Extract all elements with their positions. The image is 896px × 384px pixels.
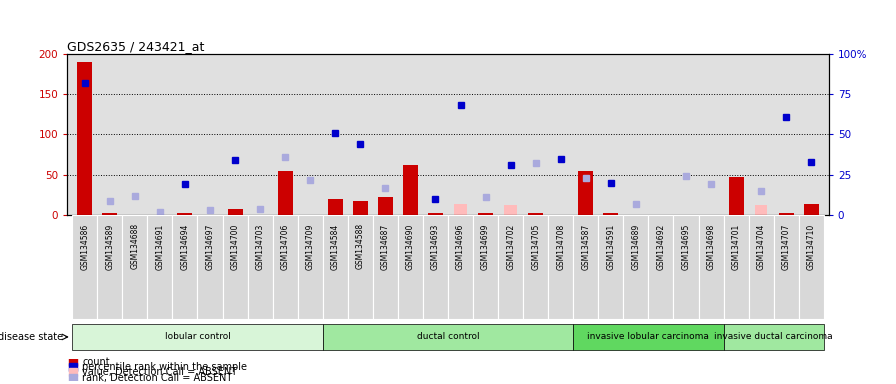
FancyBboxPatch shape: [172, 215, 197, 319]
Text: GSM134591: GSM134591: [607, 223, 616, 270]
FancyBboxPatch shape: [222, 215, 247, 319]
Bar: [504, 205, 517, 215]
FancyBboxPatch shape: [523, 215, 548, 319]
Bar: [779, 213, 794, 215]
FancyBboxPatch shape: [624, 215, 649, 319]
FancyBboxPatch shape: [798, 215, 823, 319]
Bar: [328, 199, 343, 215]
FancyBboxPatch shape: [123, 215, 147, 319]
Text: GSM134586: GSM134586: [81, 223, 90, 270]
Bar: [353, 201, 368, 215]
Text: disease state: disease state: [0, 332, 63, 342]
Text: GSM134588: GSM134588: [356, 223, 365, 270]
FancyBboxPatch shape: [498, 215, 523, 319]
Bar: [279, 205, 291, 215]
FancyBboxPatch shape: [348, 215, 373, 319]
Text: GSM134700: GSM134700: [230, 223, 239, 270]
Bar: [403, 165, 418, 215]
FancyBboxPatch shape: [749, 215, 773, 319]
Text: GSM134690: GSM134690: [406, 223, 415, 270]
Text: GSM134709: GSM134709: [306, 223, 314, 270]
Text: GSM134589: GSM134589: [106, 223, 115, 270]
FancyBboxPatch shape: [724, 215, 749, 319]
FancyBboxPatch shape: [724, 324, 823, 350]
Text: GSM134696: GSM134696: [456, 223, 465, 270]
FancyBboxPatch shape: [247, 215, 272, 319]
Bar: [578, 170, 593, 215]
Text: rank, Detection Call = ABSENT: rank, Detection Call = ABSENT: [82, 372, 233, 382]
FancyBboxPatch shape: [423, 215, 448, 319]
Text: GSM134693: GSM134693: [431, 223, 440, 270]
Text: GSM134694: GSM134694: [180, 223, 189, 270]
Bar: [478, 213, 493, 215]
Text: GSM134705: GSM134705: [531, 223, 540, 270]
FancyBboxPatch shape: [373, 215, 398, 319]
Text: GSM134698: GSM134698: [707, 223, 716, 270]
Text: GSM134703: GSM134703: [255, 223, 264, 270]
Text: ductal control: ductal control: [417, 333, 479, 341]
Text: GSM134702: GSM134702: [506, 223, 515, 270]
FancyBboxPatch shape: [323, 324, 573, 350]
Text: count: count: [82, 357, 110, 367]
Text: GSM134687: GSM134687: [381, 223, 390, 270]
FancyBboxPatch shape: [323, 215, 348, 319]
Bar: [454, 204, 467, 215]
Text: GSM134699: GSM134699: [481, 223, 490, 270]
Text: GSM134689: GSM134689: [632, 223, 641, 270]
FancyBboxPatch shape: [398, 215, 423, 319]
Text: GSM134584: GSM134584: [331, 223, 340, 270]
Text: GSM134707: GSM134707: [781, 223, 790, 270]
Text: percentile rank within the sample: percentile rank within the sample: [82, 362, 247, 372]
Bar: [177, 213, 193, 215]
Bar: [102, 213, 117, 215]
FancyBboxPatch shape: [272, 215, 297, 319]
FancyBboxPatch shape: [674, 215, 699, 319]
FancyBboxPatch shape: [699, 215, 724, 319]
Text: invasive lobular carcinoma: invasive lobular carcinoma: [588, 333, 710, 341]
Text: value, Detection Call = ABSENT: value, Detection Call = ABSENT: [82, 367, 237, 377]
Text: GSM134587: GSM134587: [582, 223, 590, 270]
FancyBboxPatch shape: [573, 215, 599, 319]
Bar: [278, 170, 293, 215]
Text: GSM134688: GSM134688: [130, 223, 140, 270]
Bar: [228, 209, 243, 215]
FancyBboxPatch shape: [147, 215, 172, 319]
FancyBboxPatch shape: [448, 215, 473, 319]
Text: GSM134704: GSM134704: [756, 223, 766, 270]
Bar: [755, 205, 767, 215]
FancyBboxPatch shape: [98, 215, 123, 319]
FancyBboxPatch shape: [73, 324, 323, 350]
FancyBboxPatch shape: [73, 215, 98, 319]
Bar: [428, 213, 443, 215]
Bar: [528, 213, 543, 215]
FancyBboxPatch shape: [297, 215, 323, 319]
FancyBboxPatch shape: [573, 324, 724, 350]
Text: GSM134710: GSM134710: [806, 223, 815, 270]
Text: GSM134701: GSM134701: [732, 223, 741, 270]
Text: GSM134708: GSM134708: [556, 223, 565, 270]
Text: invasive ductal carcinoma: invasive ductal carcinoma: [714, 333, 833, 341]
Text: GDS2635 / 243421_at: GDS2635 / 243421_at: [67, 40, 204, 53]
FancyBboxPatch shape: [649, 215, 674, 319]
Text: GSM134692: GSM134692: [657, 223, 666, 270]
Bar: [728, 177, 744, 215]
Text: lobular control: lobular control: [165, 333, 230, 341]
FancyBboxPatch shape: [548, 215, 573, 319]
Text: GSM134695: GSM134695: [682, 223, 691, 270]
Bar: [77, 62, 92, 215]
Text: GSM134706: GSM134706: [280, 223, 289, 270]
Text: GSM134691: GSM134691: [155, 223, 164, 270]
Bar: [603, 213, 618, 215]
FancyBboxPatch shape: [773, 215, 798, 319]
Bar: [378, 197, 392, 215]
FancyBboxPatch shape: [599, 215, 624, 319]
Bar: [804, 204, 819, 215]
FancyBboxPatch shape: [197, 215, 222, 319]
FancyBboxPatch shape: [473, 215, 498, 319]
Text: GSM134697: GSM134697: [205, 223, 214, 270]
